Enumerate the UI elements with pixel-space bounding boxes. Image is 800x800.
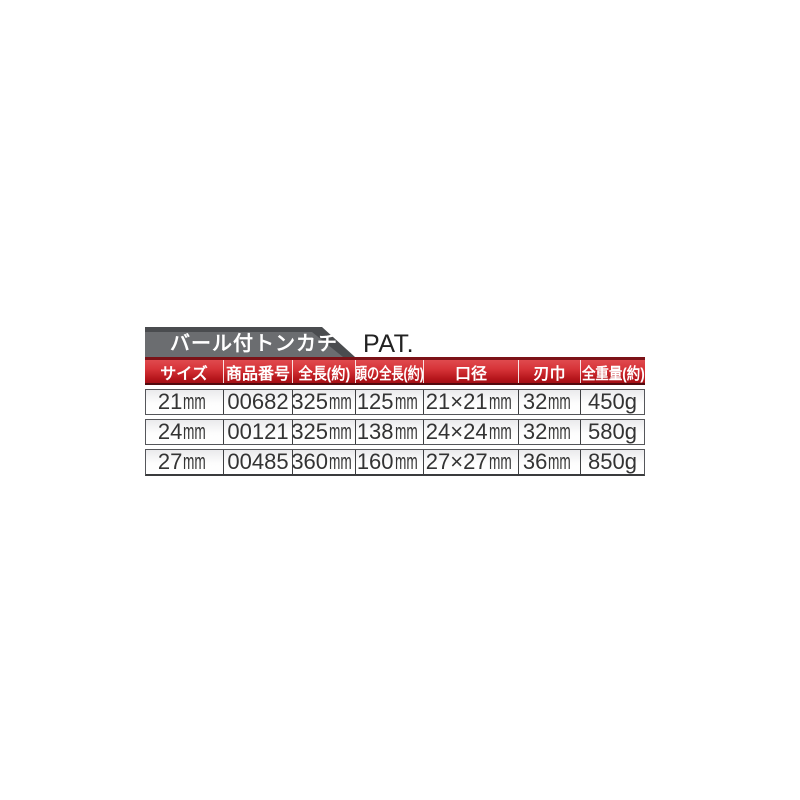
cell-head-length-unit: mm [394, 390, 418, 414]
cell-size-unit: mm [183, 420, 207, 444]
cell-weight-value: 580g [588, 420, 637, 444]
cell-bore: 21×21 mm [423, 390, 518, 414]
spec-table: サイズ 商品番号 全長(約) 頭の全長(約) 口径 刃巾 全重量(約) 21 mm… [145, 357, 645, 476]
cell-total-length-unit: mm [329, 390, 352, 414]
cell-product-code: 00121 [223, 420, 292, 444]
cell-blade-width-unit: mm [548, 450, 572, 474]
cell-blade-width: 36 mm [518, 450, 580, 474]
cell-weight: 580g [580, 420, 644, 444]
banner-ribbon-shape [145, 327, 355, 357]
table-row: 27 mm 00485 360 mm 160 mm 27×27 mm 36 mm 850g [145, 449, 645, 476]
cell-weight-value: 850g [588, 450, 637, 474]
cell-blade-width: 32 mm [518, 390, 580, 414]
header-cell-bore: 口径 [423, 360, 518, 383]
cell-product-code: 00682 [223, 390, 292, 414]
cell-total-length-value: 325 [292, 420, 329, 444]
cell-bore-value: 24×24 [425, 420, 488, 444]
cell-size: 24 mm [146, 420, 223, 444]
header-cell-head-length: 頭の全長(約) [355, 360, 423, 383]
cell-bore: 27×27 mm [423, 450, 518, 474]
header-label-product-code: 商品番号 [225, 365, 290, 383]
cell-bore-unit: mm [488, 450, 512, 474]
cell-head-length: 160 mm [355, 450, 423, 474]
cell-size-value: 24 [157, 420, 183, 444]
cell-bore-unit: mm [488, 390, 512, 414]
cell-head-length-unit: mm [394, 450, 418, 474]
header-label-bore: 口径 [454, 365, 487, 383]
cell-size: 21 mm [146, 390, 223, 414]
header-label-blade-width: 刃巾 [533, 365, 566, 383]
header-cell-total-length: 全長(約) [292, 360, 355, 383]
header-cell-blade-width: 刃巾 [518, 360, 580, 383]
cell-blade-width-value: 32 [522, 390, 548, 414]
table-header-row: サイズ 商品番号 全長(約) 頭の全長(約) 口径 刃巾 全重量(約) [145, 357, 645, 385]
header-cell-size: サイズ [145, 360, 223, 383]
cell-total-length: 325 mm [292, 390, 355, 414]
cell-blade-width-unit: mm [548, 390, 572, 414]
table-row: 24 mm 00121 325 mm 138 mm 24×24 mm 32 mm 580g [145, 419, 645, 445]
cell-weight: 450g [580, 390, 644, 414]
cell-blade-width-unit: mm [548, 420, 572, 444]
cell-head-length-value: 125 [356, 390, 394, 414]
header-label-total-length: 全長(約) [298, 365, 350, 383]
header-label-head-length: 頭の全長(約) [355, 365, 423, 383]
cell-head-length: 138 mm [355, 420, 423, 444]
header-label-size: サイズ [160, 365, 208, 383]
cell-head-length-value: 138 [356, 420, 394, 444]
cell-bore-value: 27×27 [425, 450, 488, 474]
cell-product-code: 00485 [223, 450, 292, 474]
cell-weight: 850g [580, 450, 644, 474]
cell-bore-unit: mm [488, 420, 512, 444]
header-cell-product-code: 商品番号 [223, 360, 292, 383]
table-row: 21 mm 00682 325 mm 125 mm 21×21 mm 32 mm 450g [145, 389, 645, 415]
product-spec-panel: バール付トンカチ PAT. サイズ 商品番号 全長(約) 頭の全長(約) 口径 … [145, 327, 645, 476]
cell-total-length-unit: mm [329, 450, 352, 474]
cell-blade-width: 32 mm [518, 420, 580, 444]
patent-label: PAT. [363, 330, 415, 358]
cell-size: 27 mm [146, 450, 223, 474]
cell-size-unit: mm [183, 450, 207, 474]
cell-total-length-value: 325 [292, 390, 329, 414]
title-banner-row: バール付トンカチ PAT. [145, 327, 645, 358]
cell-product-code-value: 00485 [227, 450, 289, 474]
cell-total-length-value: 360 [292, 450, 329, 474]
cell-blade-width-value: 36 [522, 450, 548, 474]
cell-total-length: 360 mm [292, 450, 355, 474]
header-label-total-weight: 全重量(約) [581, 365, 645, 383]
cell-total-length: 325 mm [292, 420, 355, 444]
cell-head-length-unit: mm [394, 420, 418, 444]
cell-size-value: 21 [157, 390, 183, 414]
cell-head-length: 125 mm [355, 390, 423, 414]
cell-bore-value: 21×21 [425, 390, 488, 414]
cell-size-unit: mm [183, 390, 207, 414]
cell-product-code-value: 00121 [227, 420, 289, 444]
product-title: バール付トンカチ [170, 333, 338, 355]
cell-size-value: 27 [157, 450, 183, 474]
cell-weight-value: 450g [588, 390, 637, 414]
header-cell-total-weight: 全重量(約) [580, 360, 645, 383]
cell-product-code-value: 00682 [227, 390, 289, 414]
cell-total-length-unit: mm [329, 420, 352, 444]
cell-head-length-value: 160 [356, 450, 394, 474]
cell-blade-width-value: 32 [522, 420, 548, 444]
cell-bore: 24×24 mm [423, 420, 518, 444]
